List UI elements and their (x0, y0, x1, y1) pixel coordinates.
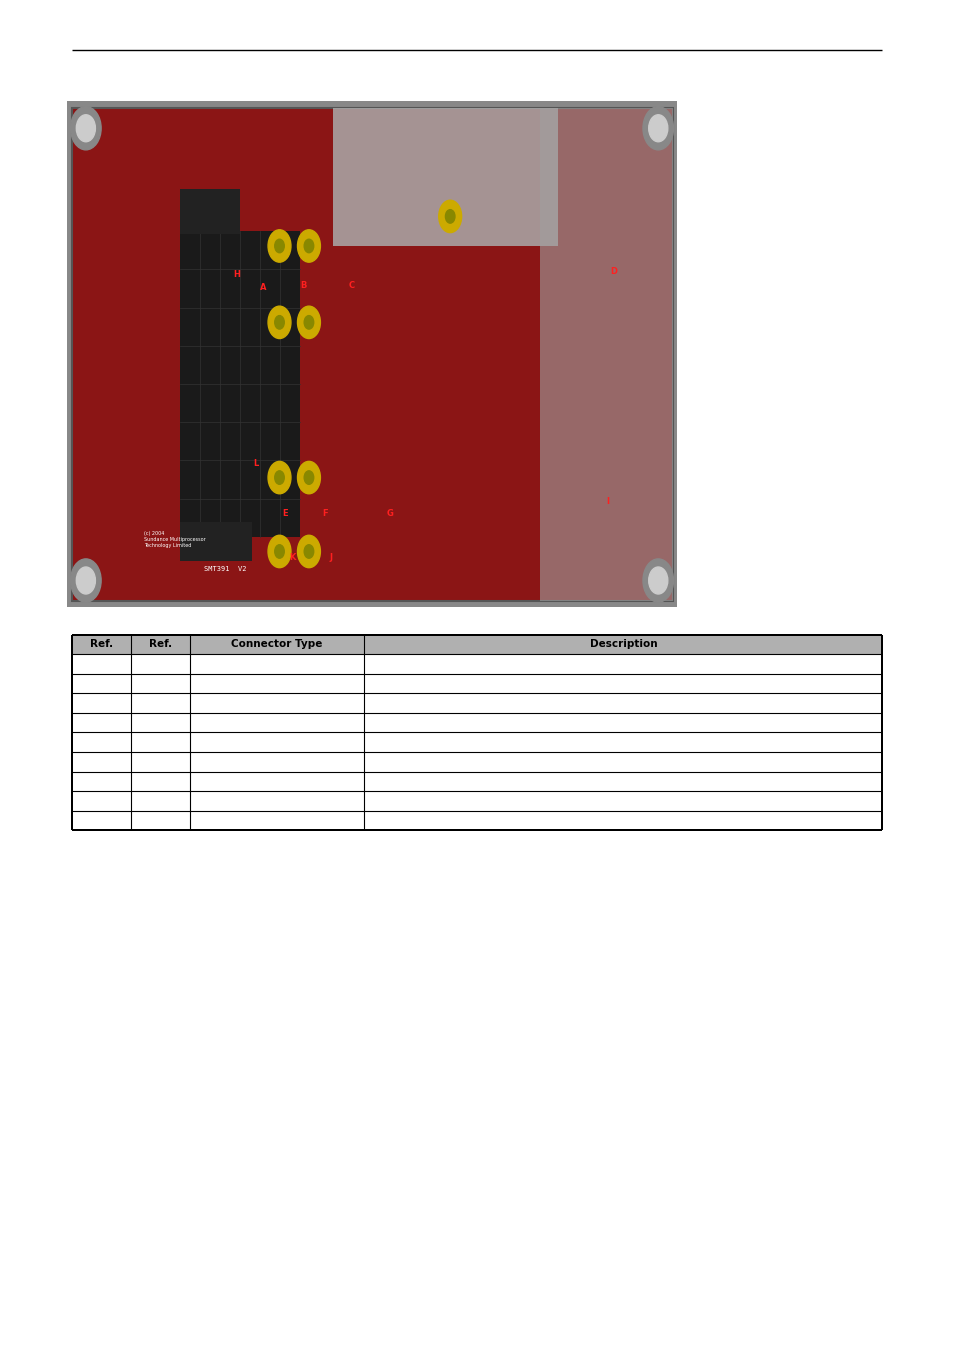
Bar (539, 108, 672, 601)
Text: E: E (282, 509, 288, 517)
Circle shape (268, 230, 291, 262)
Text: K: K (289, 554, 295, 562)
Circle shape (642, 559, 673, 602)
Bar (71, 108, 672, 601)
Circle shape (76, 567, 95, 594)
Circle shape (642, 107, 673, 150)
Circle shape (304, 471, 314, 485)
Text: B: B (300, 281, 307, 289)
Circle shape (648, 567, 667, 594)
Circle shape (274, 316, 284, 329)
Circle shape (297, 306, 320, 339)
Text: H: H (233, 270, 240, 278)
Text: D: D (610, 267, 617, 275)
Circle shape (648, 115, 667, 142)
Bar (179, 189, 239, 234)
Circle shape (76, 115, 95, 142)
Bar (67, 101, 677, 608)
Circle shape (297, 230, 320, 262)
Text: F: F (322, 509, 328, 517)
Text: Connector Type: Connector Type (232, 640, 322, 649)
Text: SMT391  V2: SMT391 V2 (204, 566, 246, 572)
Text: J: J (329, 554, 332, 562)
Circle shape (71, 559, 101, 602)
Circle shape (304, 316, 314, 329)
Circle shape (274, 471, 284, 485)
Circle shape (304, 239, 314, 252)
Circle shape (71, 107, 101, 150)
Text: G: G (386, 509, 393, 517)
Text: A: A (260, 284, 267, 292)
Bar (179, 231, 299, 537)
Text: I: I (606, 497, 609, 505)
Circle shape (297, 462, 320, 494)
Circle shape (445, 209, 455, 223)
Circle shape (268, 462, 291, 494)
Circle shape (274, 239, 284, 252)
Circle shape (438, 200, 461, 232)
Text: C: C (348, 281, 354, 289)
Text: Description: Description (589, 640, 657, 649)
Circle shape (304, 544, 314, 559)
Circle shape (268, 306, 291, 339)
Text: Ref.: Ref. (149, 640, 172, 649)
Circle shape (297, 535, 320, 567)
Text: Ref.: Ref. (90, 640, 112, 649)
Text: L: L (253, 459, 258, 467)
Bar (71, 634, 882, 653)
Text: (c) 2004
Sundance Multiprocessor
Technology Limited: (c) 2004 Sundance Multiprocessor Technol… (144, 531, 205, 548)
Circle shape (274, 544, 284, 559)
Bar (179, 522, 252, 562)
Circle shape (268, 535, 291, 567)
Bar (333, 108, 558, 246)
